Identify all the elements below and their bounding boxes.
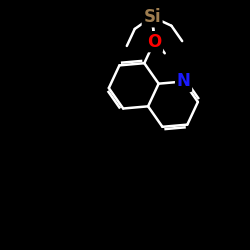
Text: O: O	[147, 33, 162, 51]
Text: N: N	[176, 72, 190, 90]
Text: Si: Si	[143, 8, 161, 26]
